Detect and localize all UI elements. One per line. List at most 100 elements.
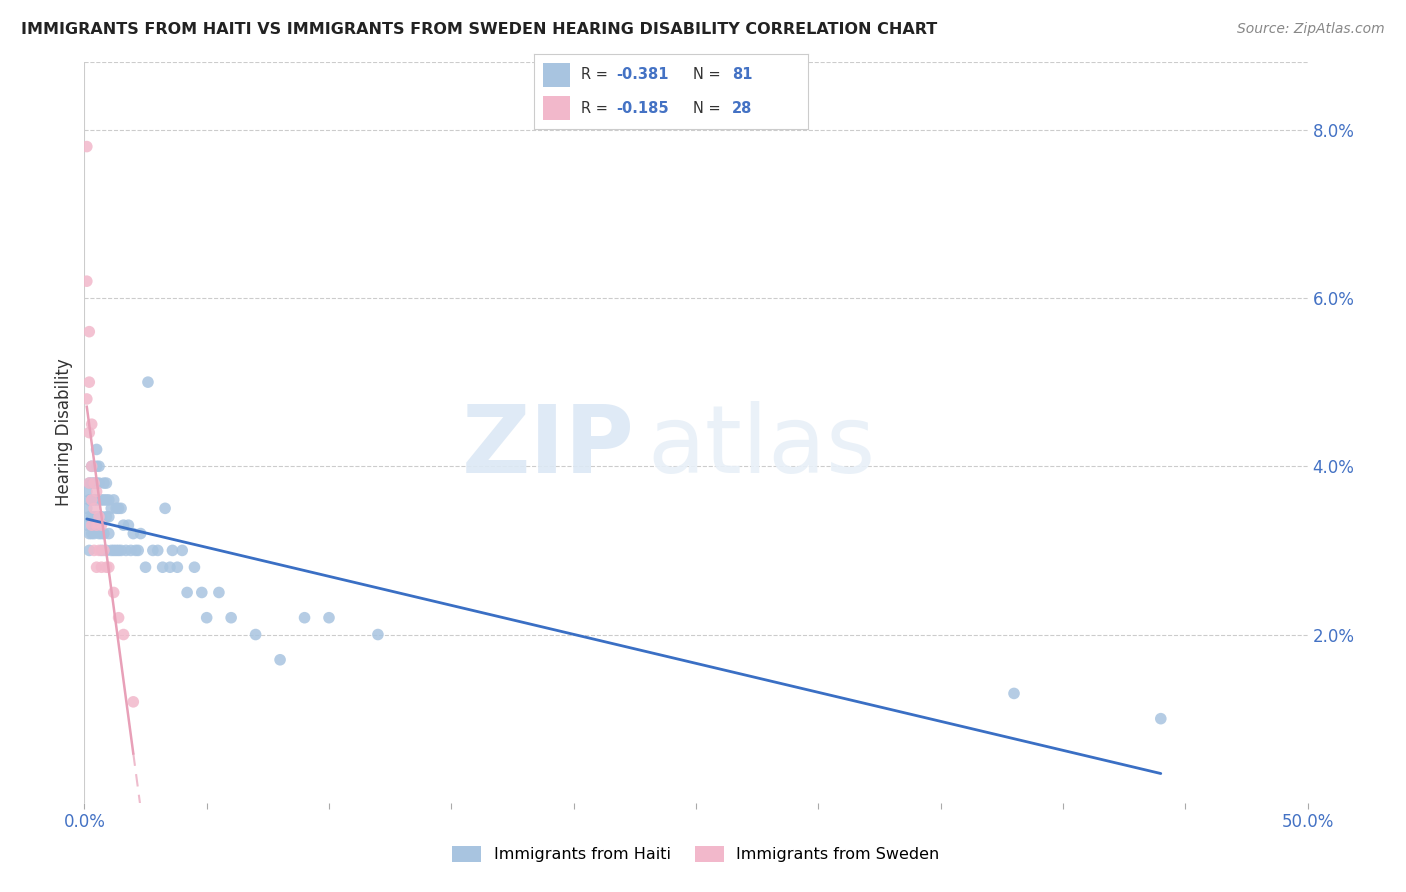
Point <box>135 560 157 574</box>
Text: 81: 81 <box>731 67 752 82</box>
Point <box>90 543 112 558</box>
Point <box>136 375 159 389</box>
Point <box>107 543 129 558</box>
Point <box>83 501 105 516</box>
Point <box>77 325 100 339</box>
Point <box>103 585 125 599</box>
Point <box>80 492 103 507</box>
Text: R =: R = <box>581 67 613 82</box>
Point <box>83 543 105 558</box>
Point <box>107 501 129 516</box>
Point <box>159 560 181 574</box>
Point <box>100 543 122 558</box>
Point <box>87 459 110 474</box>
Point <box>115 543 138 558</box>
Point <box>86 560 108 574</box>
Point <box>83 476 105 491</box>
Point <box>86 492 108 507</box>
Point <box>83 509 105 524</box>
Point <box>86 442 108 457</box>
Text: IMMIGRANTS FROM HAITI VS IMMIGRANTS FROM SWEDEN HEARING DISABILITY CORRELATION C: IMMIGRANTS FROM HAITI VS IMMIGRANTS FROM… <box>21 22 938 37</box>
Text: N =: N = <box>693 101 725 116</box>
Point <box>80 476 103 491</box>
Point <box>77 509 100 524</box>
Point <box>96 476 118 491</box>
Point <box>77 526 100 541</box>
Point <box>162 543 184 558</box>
Point <box>80 509 103 524</box>
Point <box>83 476 105 491</box>
Text: ZIP: ZIP <box>463 401 636 493</box>
Text: N =: N = <box>693 67 725 82</box>
Point <box>83 492 105 507</box>
Point <box>90 509 112 524</box>
Point <box>125 543 148 558</box>
Point <box>166 560 188 574</box>
Point <box>122 526 145 541</box>
Point <box>146 543 169 558</box>
Point <box>80 518 103 533</box>
Point <box>80 459 103 474</box>
Point <box>90 492 112 507</box>
Point <box>86 484 108 499</box>
Point <box>87 509 110 524</box>
FancyBboxPatch shape <box>543 96 569 120</box>
Point <box>103 492 125 507</box>
Point <box>100 501 122 516</box>
Point <box>245 627 267 641</box>
Text: R =: R = <box>581 101 613 116</box>
Point <box>77 543 100 558</box>
Point <box>110 543 132 558</box>
Point <box>76 274 98 288</box>
Point <box>195 610 218 624</box>
Point <box>86 459 108 474</box>
Point <box>318 610 340 624</box>
Point <box>90 560 112 574</box>
Point <box>176 585 198 599</box>
Point <box>112 518 135 533</box>
Point <box>86 518 108 533</box>
FancyBboxPatch shape <box>543 62 569 87</box>
Point <box>208 585 231 599</box>
Text: 28: 28 <box>731 101 752 116</box>
Point <box>97 492 120 507</box>
Point <box>219 610 242 624</box>
Point <box>93 492 115 507</box>
Point <box>76 501 98 516</box>
Point <box>105 543 128 558</box>
Point <box>120 543 142 558</box>
Point <box>77 476 100 491</box>
Point <box>80 492 103 507</box>
Y-axis label: Hearing Disability: Hearing Disability <box>55 359 73 507</box>
Point <box>80 459 103 474</box>
Point <box>77 425 100 440</box>
Point <box>93 543 115 558</box>
Point <box>87 492 110 507</box>
Point <box>90 526 112 541</box>
Text: Source: ZipAtlas.com: Source: ZipAtlas.com <box>1237 22 1385 37</box>
Point <box>1002 686 1025 700</box>
Point <box>93 526 115 541</box>
Point <box>107 610 129 624</box>
Point <box>77 476 100 491</box>
Point <box>96 509 118 524</box>
Point <box>367 627 389 641</box>
Point <box>87 526 110 541</box>
Point <box>127 543 149 558</box>
Text: -0.381: -0.381 <box>616 67 669 82</box>
Point <box>142 543 165 558</box>
Point <box>80 417 103 432</box>
Point <box>97 526 120 541</box>
Point <box>122 695 145 709</box>
Text: -0.185: -0.185 <box>616 101 669 116</box>
Point <box>153 501 176 516</box>
Point <box>117 518 139 533</box>
Point <box>93 476 115 491</box>
Point <box>76 484 98 499</box>
Point <box>96 560 118 574</box>
Point <box>76 518 98 533</box>
Point <box>86 509 108 524</box>
Point <box>76 139 98 153</box>
Point <box>96 492 118 507</box>
Point <box>112 627 135 641</box>
